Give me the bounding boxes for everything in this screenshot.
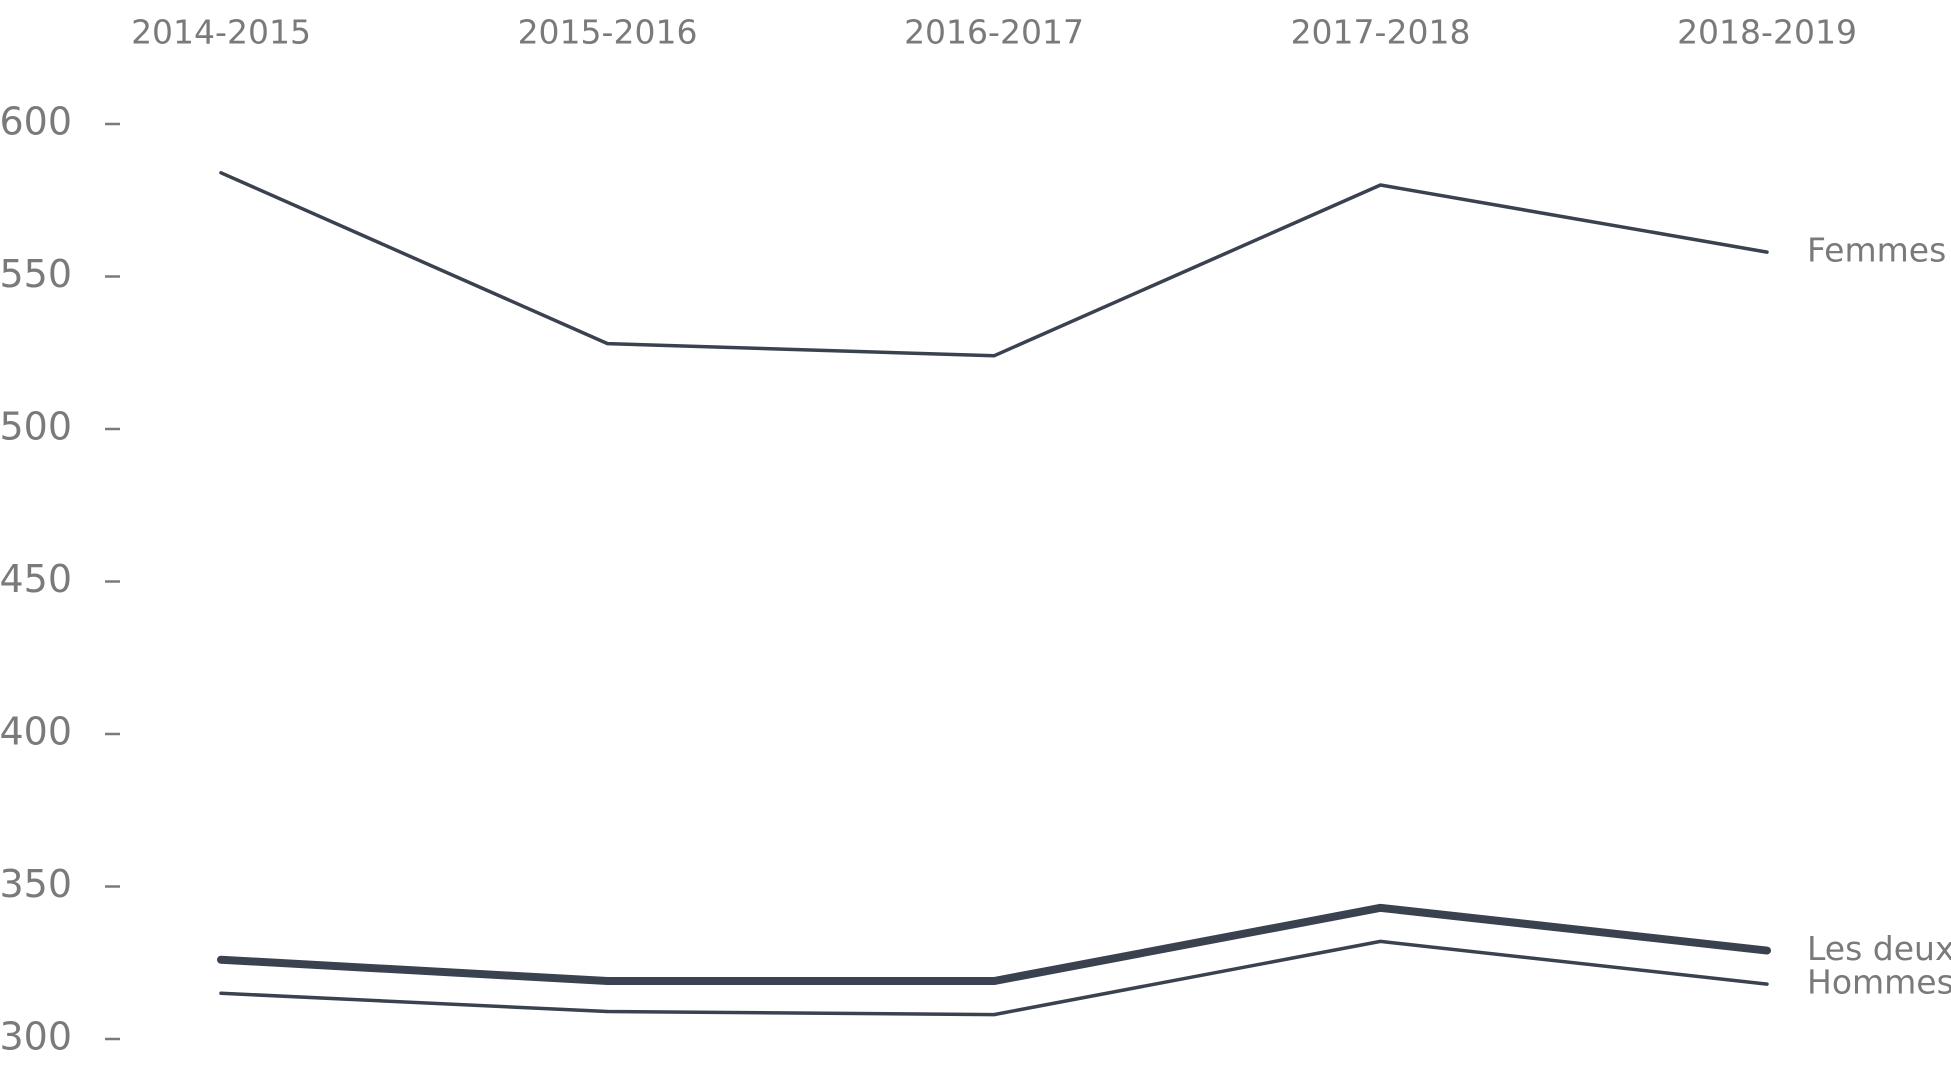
y-tick-label: 600 bbox=[0, 100, 72, 144]
series-label: Les deux bbox=[1807, 929, 1951, 968]
x-tick-label: 2017-2018 bbox=[1291, 13, 1471, 52]
series-label: Hommes bbox=[1807, 963, 1951, 1002]
y-tick-label: 550 bbox=[0, 252, 72, 296]
y-tick-label: 450 bbox=[0, 557, 72, 601]
series-line bbox=[219, 939, 1769, 1017]
x-tick-label: 2014-2015 bbox=[131, 13, 311, 52]
x-tick-label: 2018-2019 bbox=[1677, 13, 1857, 52]
y-tick-label: 350 bbox=[0, 862, 72, 906]
series-label: Femmes bbox=[1807, 231, 1946, 270]
y-tick-label: 400 bbox=[0, 710, 72, 754]
x-tick-label: 2015-2016 bbox=[518, 13, 698, 52]
series-line bbox=[219, 171, 1769, 358]
y-tick-label: 500 bbox=[0, 405, 72, 449]
y-tick-label: 300 bbox=[0, 1015, 72, 1059]
x-tick-label: 2016-2017 bbox=[904, 13, 1084, 52]
series-line bbox=[217, 903, 1771, 986]
